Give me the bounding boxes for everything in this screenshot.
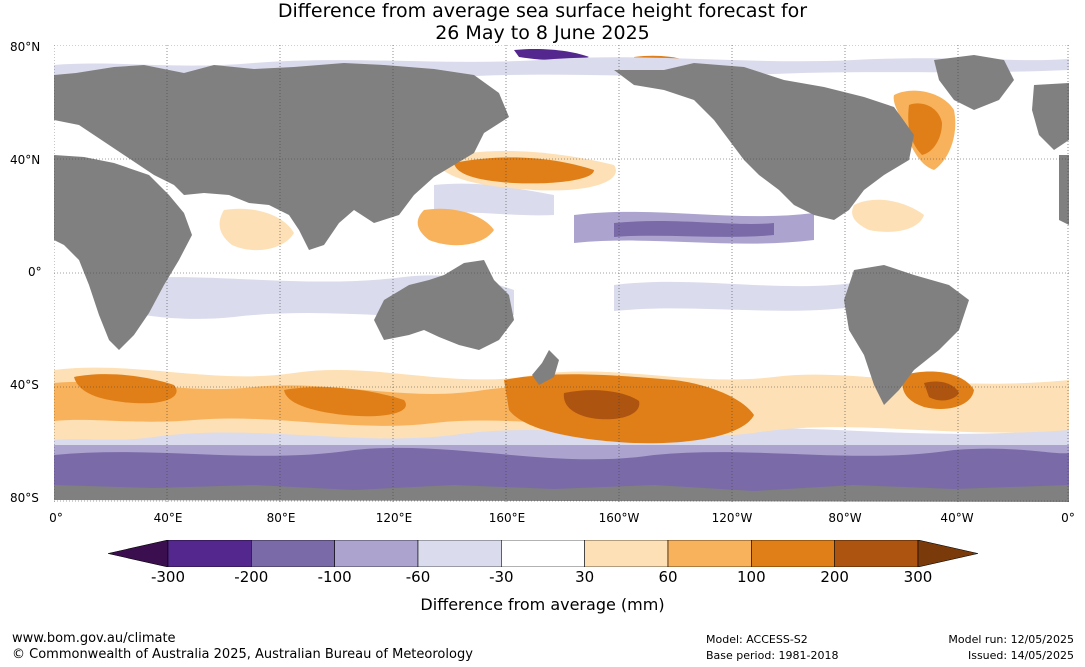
- colorbar-title: Difference from average (mm): [420, 595, 665, 614]
- colorbar-tick-label: 100: [737, 568, 766, 586]
- lat-label-80n: 80°N: [10, 40, 41, 54]
- lon-label-160e: 160°E: [488, 511, 526, 525]
- colorbar-tick-label: 300: [903, 568, 933, 586]
- colorbar-tick-label: -60: [405, 568, 431, 586]
- colorbar: [108, 540, 978, 567]
- greenland-landmass: [934, 55, 1014, 110]
- colorbar-cell: [584, 540, 669, 567]
- graticule: [54, 45, 1069, 502]
- map-title-line1: Difference from average sea surface heig…: [277, 0, 808, 22]
- antarctica-landmass: [54, 485, 1069, 502]
- footer-model: Model: ACCESS-S2: [706, 633, 808, 646]
- south-america-landmass: [844, 265, 969, 405]
- colorbar-tick-label: 200: [820, 568, 849, 586]
- lon-label-0-right: 0°: [1061, 511, 1075, 525]
- land-masses: [54, 55, 1069, 502]
- australia-landmass: [374, 260, 514, 350]
- lat-label-40n: 40°N: [10, 153, 41, 167]
- africa-east-edge-landmass: [1059, 155, 1069, 225]
- colorbar-cell: [251, 540, 335, 567]
- lon-label-80w: 80°W: [828, 511, 862, 525]
- lon-label-120w: 120°W: [711, 511, 753, 525]
- colorbar-tick-label: 30: [575, 568, 595, 586]
- colorbar-cell: [834, 540, 919, 567]
- southern-positive-band: [54, 367, 1069, 444]
- lon-label-80e: 80°E: [266, 511, 296, 525]
- footer-model-run: Model run: 12/05/2025: [948, 633, 1074, 646]
- footer-base-period: Base period: 1981-2018: [706, 649, 839, 662]
- eurasia-landmass: [54, 63, 509, 250]
- lon-label-120e: 120°E: [375, 511, 413, 525]
- lon-label-0-left: 0°: [49, 511, 63, 525]
- colorbar-tick-label: -200: [234, 568, 269, 586]
- map-title-line2: 26 May to 8 June 2025: [435, 22, 650, 44]
- footer-issued: Issued: 14/05/2025: [967, 649, 1074, 662]
- southern-ocean-negative-anomalies: [54, 424, 1069, 495]
- lat-label-80s: 80°S: [10, 491, 39, 505]
- lat-label-equator: 0°: [28, 265, 42, 279]
- colorbar-tick-label: -30: [489, 568, 514, 586]
- sea-level-anomaly-map: [54, 45, 1069, 502]
- lat-label-40s: 40°S: [10, 378, 39, 392]
- colorbar-tick-label: 60: [658, 568, 678, 586]
- colorbar-extend-high: [917, 540, 978, 567]
- colorbar-tick-label: -100: [317, 568, 352, 586]
- lon-label-160w: 160°W: [598, 511, 640, 525]
- colorbar-cell: [417, 540, 502, 567]
- lon-label-40w: 40°W: [940, 511, 974, 525]
- colorbar-cell: [167, 540, 252, 567]
- new-zealand-landmass: [532, 350, 559, 385]
- colorbar-cell: [501, 540, 585, 567]
- colorbar-cell: [751, 540, 835, 567]
- colorbar-extend-low: [108, 540, 169, 567]
- colorbar-tick-label: -300: [150, 568, 186, 586]
- colorbar-cell: [667, 540, 752, 567]
- colorbar-cell: [334, 540, 419, 567]
- africa-landmass: [54, 155, 192, 350]
- footer-url: www.bom.gov.au/climate: [12, 631, 176, 646]
- north-america-landmass: [614, 63, 914, 220]
- footer-copyright: © Commonwealth of Australia 2025, Austra…: [12, 647, 473, 662]
- europe-east-edge-landmass: [1032, 83, 1069, 150]
- lon-label-40e: 40°E: [153, 511, 183, 525]
